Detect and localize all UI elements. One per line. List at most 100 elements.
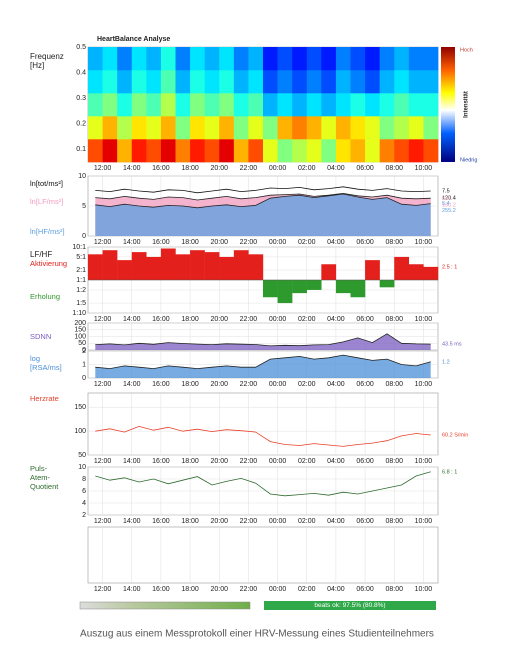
x-tick-label: 16:00 — [152, 316, 170, 323]
heat-cell — [190, 93, 205, 117]
ratio-bar — [335, 280, 351, 294]
heat-cell — [306, 70, 322, 94]
end-label: 6.3 — [442, 196, 450, 202]
heat-cell — [379, 93, 395, 117]
x-tick-label: 08:00 — [385, 458, 403, 465]
y-tick-label: 0.3 — [76, 95, 86, 102]
ratio-bar — [219, 256, 235, 280]
heat-cell — [88, 47, 103, 71]
heat-cell — [175, 70, 191, 94]
end-label: 1.2 — [442, 359, 450, 365]
heat-cell — [423, 93, 439, 117]
series-name: ln[tot/ms²] — [30, 179, 63, 188]
heat-cell — [146, 70, 162, 94]
heat-cell — [365, 116, 380, 140]
colorbar-title: Intensität — [464, 91, 470, 118]
heat-cell — [102, 116, 118, 140]
x-tick-label: 06:00 — [356, 381, 374, 388]
x-tick-label: 04:00 — [327, 586, 345, 593]
x-tick-label: 08:00 — [385, 239, 403, 246]
y-tick-label: 0.5 — [76, 44, 86, 51]
ratio-bar — [292, 280, 307, 294]
x-tick-label: 14:00 — [123, 586, 141, 593]
ratio-bar — [423, 266, 439, 280]
x-tick-label: 08:00 — [385, 316, 403, 323]
heat-cell — [160, 93, 176, 117]
series-name: log — [30, 354, 40, 363]
end-label: 130.2 — [442, 203, 456, 209]
heat-cell — [190, 139, 205, 163]
x-tick-label: 18:00 — [181, 239, 199, 246]
up-label: Aktivierung — [30, 259, 67, 268]
y-tick-label: 1 — [82, 361, 86, 368]
heat-cell — [204, 139, 220, 163]
timeline-bar — [79, 601, 251, 610]
heat-cell — [131, 116, 147, 140]
heat-cell — [350, 116, 366, 140]
heat-cell — [175, 93, 191, 117]
y-tick-label: 10 — [78, 173, 86, 180]
x-tick-label: 04:00 — [327, 518, 345, 525]
heat-cell — [190, 116, 205, 140]
x-tick-label: 16:00 — [152, 586, 170, 593]
y-axis-label: Frequenz — [30, 52, 64, 61]
heat-cell — [292, 47, 308, 71]
x-tick-label: 10:00 — [415, 316, 433, 323]
x-tick-label: 02:00 — [298, 586, 316, 593]
heat-cell — [233, 116, 249, 140]
x-tick-label: 16:00 — [152, 239, 170, 246]
heat-cell — [277, 93, 293, 117]
x-tick-label: 18:00 — [181, 518, 199, 525]
x-tick-label: 02:00 — [298, 316, 316, 323]
x-tick-label: 22:00 — [240, 316, 258, 323]
x-tick-label: 02:00 — [298, 518, 316, 525]
x-tick-label: 04:00 — [327, 316, 345, 323]
y-tick-label: 0.1 — [76, 146, 86, 153]
heat-cell — [394, 139, 410, 163]
heat-cell — [102, 93, 118, 117]
y-tick-label: 8 — [82, 476, 86, 483]
end-label: 7.5 — [442, 188, 450, 194]
series-line — [95, 193, 431, 209]
heat-cell — [146, 139, 162, 163]
x-tick-label: 06:00 — [356, 458, 374, 465]
heat-cell — [175, 116, 191, 140]
x-tick-label: 20:00 — [210, 381, 228, 388]
x-tick-label: 08:00 — [385, 518, 403, 525]
ratio-bar — [117, 260, 132, 280]
x-tick-label: 00:00 — [269, 518, 287, 525]
ratio-bar — [350, 280, 366, 298]
x-tick-label: 10:00 — [415, 381, 433, 388]
heat-cell — [88, 116, 103, 140]
x-tick-label: 18:00 — [181, 381, 199, 388]
heat-cell — [160, 70, 176, 94]
ratio-bar — [204, 252, 220, 280]
x-tick-label: 16:00 — [152, 458, 170, 465]
heat-cell — [219, 116, 235, 140]
heat-cell — [102, 139, 118, 163]
heat-cell — [335, 47, 351, 71]
x-tick-label: 02:00 — [298, 458, 316, 465]
heat-cell — [321, 47, 337, 71]
ratio-bar — [321, 264, 337, 280]
heat-cell — [190, 70, 205, 94]
ratio-bar — [277, 280, 293, 304]
x-tick-label: 00:00 — [269, 316, 287, 323]
x-tick-label: 10:00 — [415, 586, 433, 593]
heat-cell — [306, 116, 322, 140]
x-tick-label: 16:00 — [152, 165, 170, 172]
heat-cell — [277, 116, 293, 140]
y-tick-label: 50 — [78, 452, 86, 459]
series-line — [95, 186, 431, 194]
x-tick-label: 06:00 — [356, 316, 374, 323]
heat-cell — [408, 47, 424, 71]
y-tick-label: 50 — [78, 340, 86, 347]
y-tick-label: 0 — [82, 347, 86, 354]
ratio-bar — [365, 260, 380, 280]
heat-cell — [408, 70, 424, 94]
heat-cell — [233, 139, 249, 163]
heat-cell — [365, 70, 380, 94]
y-tick-label: 200 — [74, 320, 86, 327]
heat-cell — [350, 47, 366, 71]
heat-cell — [175, 47, 191, 71]
